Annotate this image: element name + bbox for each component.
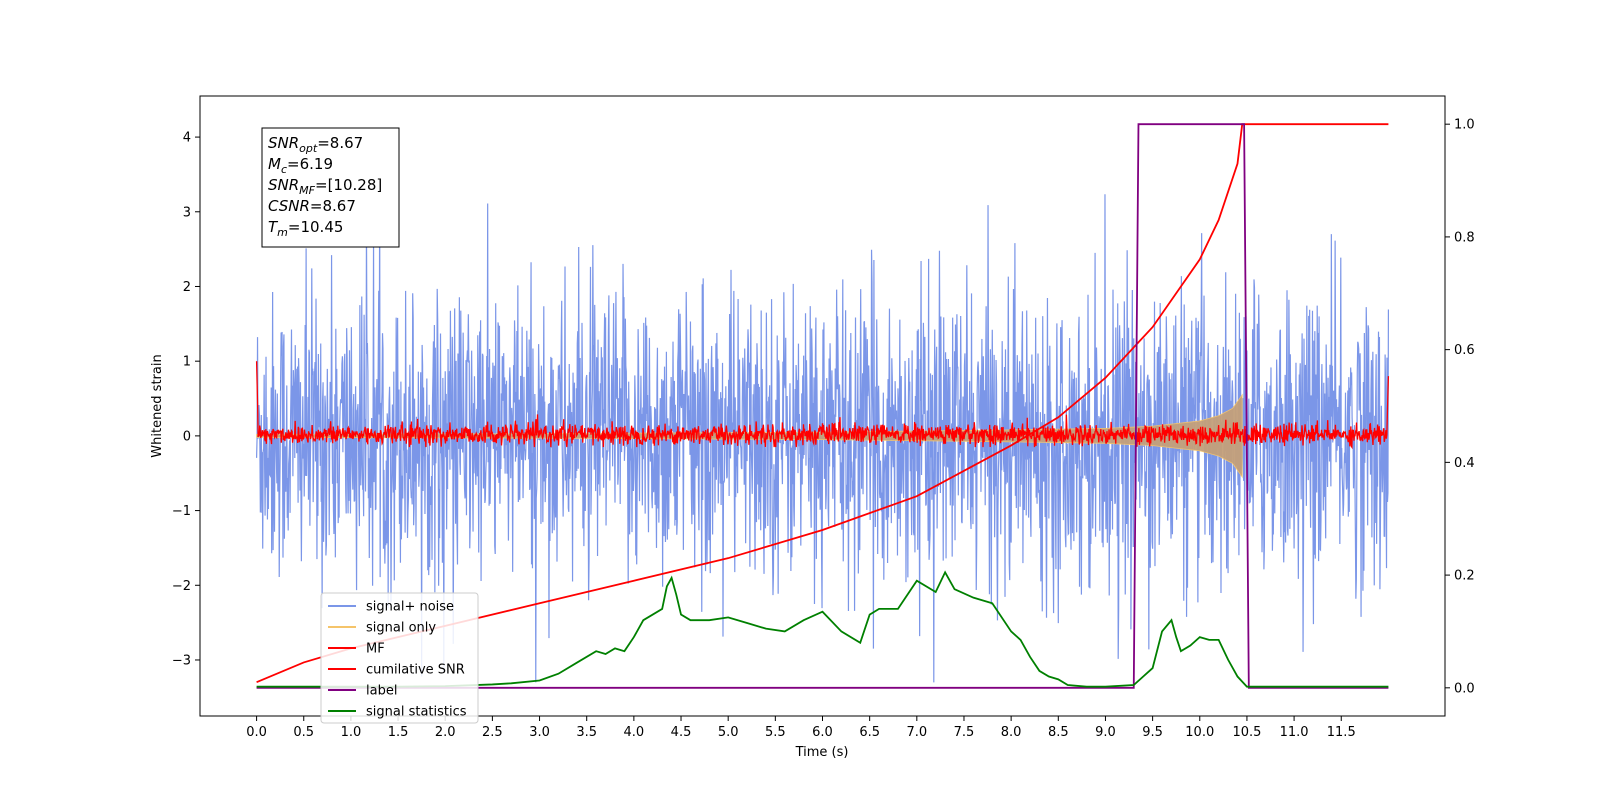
info-box-frame xyxy=(261,127,400,248)
y-axis-label: Whitened strain xyxy=(150,354,165,457)
x-tick-label: 8.5 xyxy=(1048,725,1069,740)
legend-frame xyxy=(320,592,479,724)
x-tick-label: 2.0 xyxy=(435,725,456,740)
y-axis-left: −3 −2 −1 0 1 2 3 4 xyxy=(172,131,200,668)
y-right-tick-label: 0.6 xyxy=(1454,343,1475,358)
y-tick-label: 0 xyxy=(183,429,191,444)
x-tick-label: 7.0 xyxy=(906,725,927,740)
y-tick-label: −2 xyxy=(172,579,191,594)
series-layer xyxy=(255,123,1390,689)
y-right-tick-label: 1.0 xyxy=(1454,118,1475,133)
x-axis: 0.0 0.5 1.0 1.5 2.0 2.5 3.0 3.5 4.0 4.5 5.0 5.5 6.0 6… xyxy=(246,716,1356,740)
x-tick-label: 11.0 xyxy=(1280,725,1309,740)
x-tick-label: 6.5 xyxy=(859,725,880,740)
y-tick-label: 3 xyxy=(183,205,191,220)
x-tick-label: 8.0 xyxy=(1001,725,1022,740)
series-label xyxy=(256,123,1389,689)
x-axis-label: Time (s) xyxy=(795,745,849,760)
info-box-line: SNRopt=8.67 xyxy=(268,134,363,155)
y-tick-label: −1 xyxy=(172,504,191,519)
x-tick-label: 4.0 xyxy=(624,725,645,740)
x-tick-label: 9.5 xyxy=(1142,725,1163,740)
x-tick-label: 3.5 xyxy=(576,725,597,740)
info-box-line: SNRMF=[10.28] xyxy=(268,176,382,197)
x-tick-label: 1.0 xyxy=(341,725,362,740)
x-tick-label: 10.5 xyxy=(1232,725,1261,740)
x-tick-label: 10.0 xyxy=(1185,725,1214,740)
legend-item-label: signal only xyxy=(366,621,436,636)
legend-item-label: label xyxy=(366,684,397,699)
x-tick-label: 3.0 xyxy=(529,725,550,740)
x-tick-label: 6.0 xyxy=(812,725,833,740)
legend-item-label: cumilative SNR xyxy=(366,663,465,678)
x-tick-label: 9.0 xyxy=(1095,725,1116,740)
info-box-line: Mc=6.19 xyxy=(268,155,333,176)
legend-item-label: MF xyxy=(366,642,385,657)
x-tick-label: 5.0 xyxy=(718,725,739,740)
x-tick-label: 1.5 xyxy=(388,725,409,740)
info-box-line: Tm=10.45 xyxy=(268,218,343,239)
x-tick-label: 5.5 xyxy=(765,725,786,740)
y-tick-label: 4 xyxy=(183,131,191,146)
info-box: SNRopt=8.67Mc=6.19SNRMF=[10.28]CSNR=8.67… xyxy=(261,127,400,248)
y-right-tick-label: 0.4 xyxy=(1454,456,1475,471)
x-tick-label: 0.0 xyxy=(246,725,267,740)
x-tick-label: 11.5 xyxy=(1327,725,1356,740)
x-tick-label: 7.5 xyxy=(954,725,975,740)
y-tick-label: 1 xyxy=(183,355,191,370)
y-right-tick-label: 0.8 xyxy=(1454,230,1475,245)
y-tick-label: 2 xyxy=(183,280,191,295)
y-axis-right: 0.0 0.2 0.4 0.6 0.8 1.0 xyxy=(1445,118,1475,696)
x-tick-label: 0.5 xyxy=(293,725,314,740)
legend: signal+ noise signal only MF cumilative SNR… xyxy=(320,592,479,724)
series-mf xyxy=(255,361,1390,450)
series-signal-noise xyxy=(255,189,1390,683)
y-right-tick-label: 0.2 xyxy=(1454,569,1475,584)
x-tick-label: 4.5 xyxy=(671,725,692,740)
info-box-line: CSNR=8.67 xyxy=(268,197,356,215)
x-tick-label: 2.5 xyxy=(482,725,503,740)
y-right-tick-label: 0.0 xyxy=(1454,681,1475,696)
legend-item-label: signal statistics xyxy=(366,705,467,720)
y-tick-label: −3 xyxy=(172,653,191,668)
legend-item-label: signal+ noise xyxy=(366,600,454,615)
series-signal-statistics xyxy=(256,570,1389,688)
